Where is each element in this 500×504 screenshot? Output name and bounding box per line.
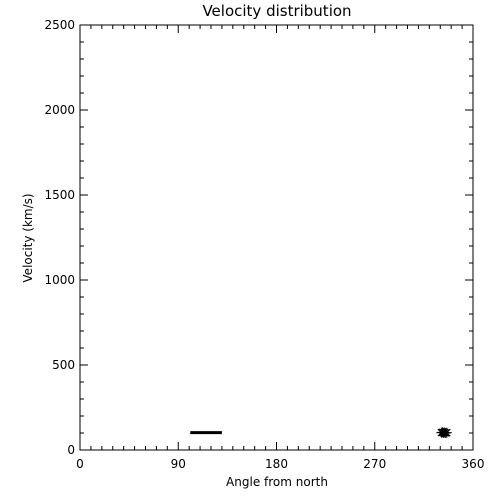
x-tick-label: 270 [363,457,386,471]
y-tick-label: 2000 [44,103,75,117]
plot-frame [79,24,474,451]
y-tick-label: 0 [67,443,75,457]
y-ticks [80,24,473,451]
x-tick-labels: 0 90 180 270 360 [76,457,484,471]
x-ticks [79,25,474,450]
y-tick-labels: 0 500 1000 1500 2000 2500 [44,18,75,457]
data-series [190,427,452,438]
y-tick-label: 500 [52,358,75,372]
data-point [441,427,452,438]
y-tick-label: 1000 [44,273,75,287]
y-tick-label: 2500 [44,18,75,32]
x-tick-label: 360 [462,457,485,471]
asterisk-stroke [442,428,451,437]
x-axis-label: Angle from north [226,475,328,489]
x-tick-label: 0 [76,457,84,471]
chart-title: Velocity distribution [202,2,351,20]
y-axis-label: Velocity (km/s) [21,193,35,282]
x-tick-label: 180 [265,457,288,471]
y-tick-label: 1500 [44,188,75,202]
x-tick-label: 90 [171,457,186,471]
